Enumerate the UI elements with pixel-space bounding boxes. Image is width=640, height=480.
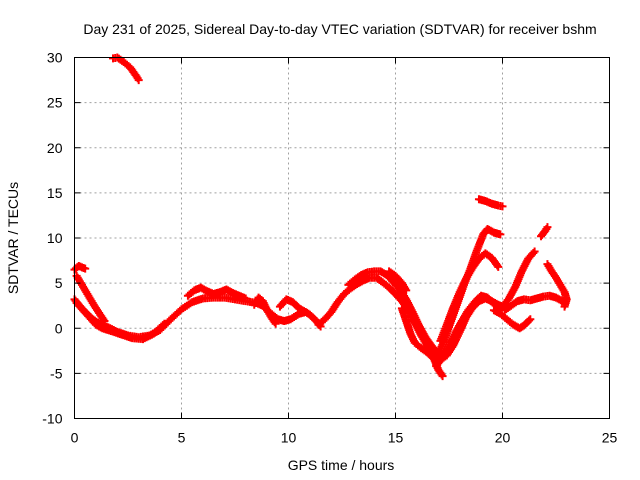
x-tick-label: 10 [281,430,297,446]
data-point [160,319,169,328]
series-arc-17 [489,306,535,333]
data-point [402,286,411,295]
series-arc-18 [498,247,539,311]
y-tick-label: 0 [55,320,63,336]
series-arc-20 [537,223,552,241]
data-series [70,53,571,381]
series-arc-06 [183,283,250,303]
y-tick-label: 10 [47,230,63,246]
data-point [494,262,503,271]
data-point [241,294,250,303]
data-point [134,76,143,85]
series-arc-04 [72,298,169,344]
series-arc-05 [109,53,143,85]
data-point [438,372,447,381]
y-tick-label: 20 [47,140,63,156]
data-point [498,202,507,211]
series-arc-08 [275,295,310,317]
y-tick-label: 25 [47,95,63,111]
data-point [493,261,502,270]
y-tick-label: -5 [50,365,63,381]
x-tick-label: 15 [388,430,404,446]
x-tick-label: 0 [71,430,79,446]
y-tick-label: 30 [47,50,63,66]
series-arc-07 [250,293,280,328]
y-tick-label: -10 [42,411,62,427]
series-arc-16 [474,195,507,211]
series-arc-21 [543,260,571,311]
data-point [525,316,534,325]
data-point [560,302,569,311]
data-point [301,308,310,317]
data-point [81,264,90,273]
chart-title: Day 231 of 2025, Sidereal Day-to-day VTE… [83,21,596,37]
x-tick-label: 5 [178,430,186,446]
series-arc-13 [432,291,505,371]
data-point [437,370,446,379]
y-tick-label: 15 [47,185,63,201]
x-axis-label: GPS time / hours [288,457,395,473]
data-point [529,248,538,257]
series-arc-12 [397,304,447,381]
x-tick-label: 20 [495,430,511,446]
series-arc-01 [70,261,90,274]
y-tick-label: 5 [55,275,63,291]
series-arc-09 [314,273,507,364]
series-arc-15 [436,249,503,345]
data-point [270,318,279,327]
data-point [526,315,535,324]
data-point [271,319,280,328]
axis-ticks: 0 5 10 15 20 25 -10 -5 0 5 10 15 20 25 30 [42,50,617,446]
series-arc-11 [385,267,411,295]
y-axis-label: SDTVAR / TECUs [5,182,21,294]
data-point [496,230,505,239]
x-tick-label: 25 [602,430,618,446]
grid [74,57,610,419]
data-point [530,247,539,256]
data-point [543,223,552,232]
data-point [158,321,167,330]
